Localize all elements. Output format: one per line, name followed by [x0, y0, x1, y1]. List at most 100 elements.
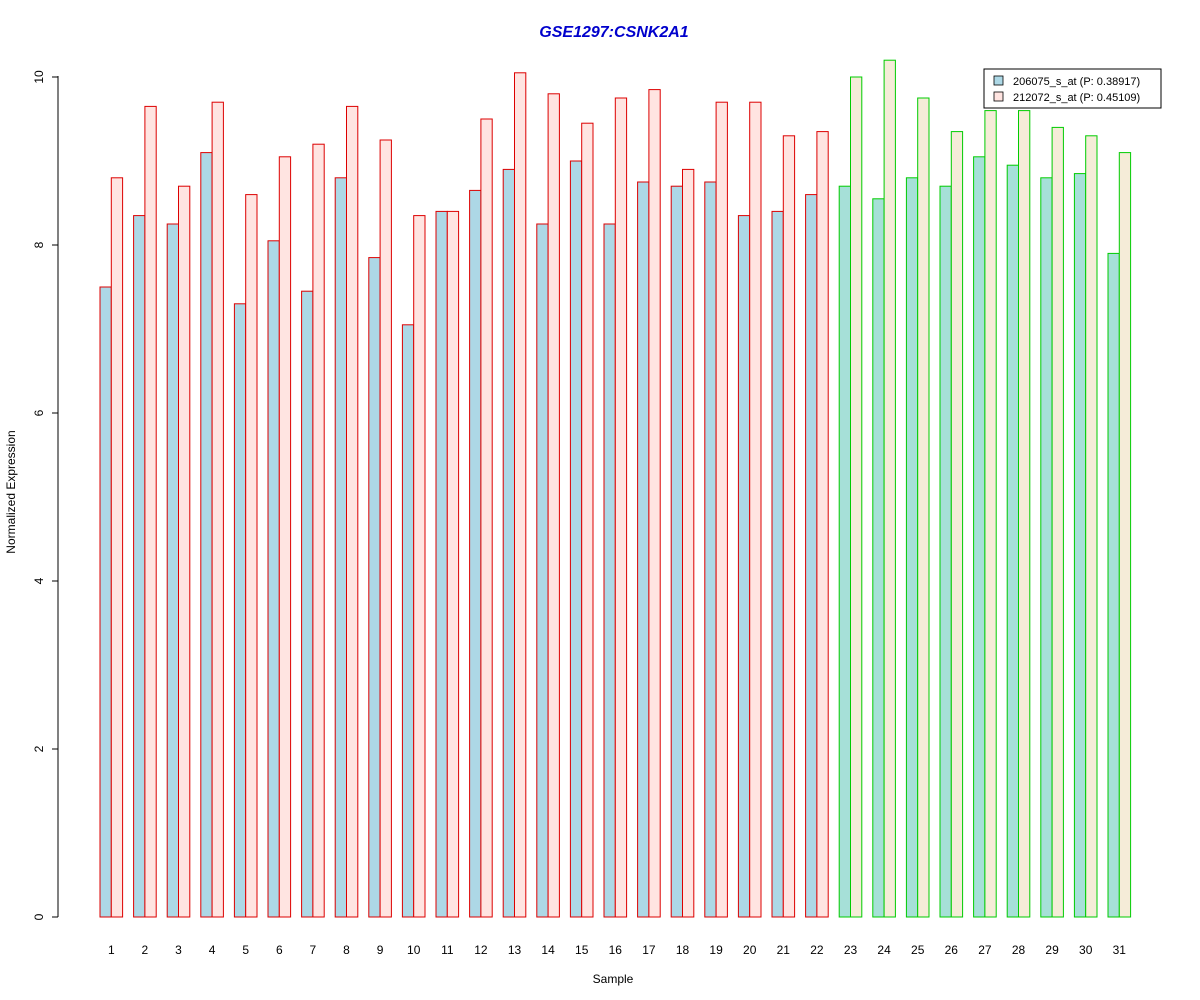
x-tick-label: 1: [108, 943, 115, 957]
x-tick-label: 28: [1012, 943, 1026, 957]
y-axis-label: Normalized Expression: [4, 430, 18, 553]
bar-series-2-sample-31: [1118, 152, 1132, 918]
x-tick-label: 30: [1079, 943, 1093, 957]
bar-series-2-sample-28: [1018, 110, 1031, 918]
x-tick-label: 9: [377, 943, 384, 957]
x-tick-label: 27: [978, 943, 992, 957]
bar-series-2-sample-8: [346, 105, 359, 918]
bar-series-1-sample-2: [133, 215, 146, 918]
bar-series-1-sample-16: [603, 223, 616, 918]
bar-series-2-sample-11: [446, 210, 460, 918]
bar-series-2-sample-7: [312, 143, 325, 918]
bar-series-1-sample-3: [166, 223, 179, 918]
x-tick-label: 2: [142, 943, 149, 957]
bar-series-1-sample-17: [637, 181, 650, 918]
x-tick-label: 18: [676, 943, 690, 957]
bar-series-2-sample-19: [715, 101, 728, 918]
bar-series-1-sample-28: [1006, 164, 1020, 918]
bar-series-2-sample-16: [614, 97, 628, 918]
x-tick-label: 31: [1113, 943, 1127, 957]
bar-series-1-sample-6: [267, 240, 280, 918]
bar-series-1-sample-23: [838, 185, 852, 918]
bar-series-2-sample-1: [110, 177, 124, 918]
x-tick-label: 23: [844, 943, 858, 957]
x-tick-label: 5: [242, 943, 249, 957]
y-tick-label: 8: [32, 241, 46, 248]
bar-series-1-sample-30: [1073, 173, 1087, 918]
bar-series-2-sample-22: [816, 131, 829, 918]
legend-label-series-1: 206075_s_at (P: 0.38917): [1013, 76, 1140, 88]
bar-series-1-sample-12: [469, 189, 482, 918]
bar-series-1-sample-27: [973, 156, 986, 918]
bar-series-2-sample-4: [211, 101, 224, 918]
bar-series-2-sample-18: [682, 168, 695, 918]
x-tick-label: 21: [777, 943, 791, 957]
x-tick-label: 29: [1045, 943, 1059, 957]
legend: 206075_s_at (P: 0.38917) 212072_s_at (P:…: [983, 68, 1162, 109]
x-tick-label: 26: [945, 943, 959, 957]
bar-series-2-sample-14: [547, 93, 560, 918]
legend-box: [983, 68, 1162, 109]
bar-series-1-sample-24: [872, 198, 885, 918]
y-tick-label: 4: [32, 577, 46, 584]
bar-series-2-sample-24: [883, 59, 896, 918]
x-tick-label: 7: [310, 943, 317, 957]
bar-series-2-sample-29: [1051, 126, 1064, 918]
bar-series-2-sample-27: [984, 110, 997, 918]
x-tick-label: 19: [709, 943, 723, 957]
legend-swatch-series-1: [993, 75, 1004, 86]
bar-series-2-sample-12: [480, 118, 493, 918]
bar-series-2-sample-23: [850, 76, 863, 918]
bar-series-2-sample-15: [581, 122, 594, 918]
x-tick-label: 6: [276, 943, 283, 957]
bar-series-2-sample-10: [413, 215, 426, 918]
bar-series-1-sample-14: [536, 223, 549, 918]
bar-series-1-sample-13: [502, 168, 516, 918]
x-tick-label: 8: [343, 943, 350, 957]
x-tick-label: 10: [407, 943, 421, 957]
bar-series-1-sample-26: [939, 185, 952, 918]
bar-series-1-sample-22: [805, 194, 818, 918]
x-tick-label: 4: [209, 943, 216, 957]
x-tick-label: 16: [609, 943, 623, 957]
bar-series-2-sample-17: [648, 89, 661, 918]
x-tick-label: 20: [743, 943, 757, 957]
bar-series-2-sample-5: [245, 194, 258, 918]
bar-series-2-sample-6: [278, 156, 292, 918]
bar-series-2-sample-30: [1085, 135, 1098, 918]
x-tick-label: 25: [911, 943, 925, 957]
bar-series-1-sample-5: [233, 303, 247, 918]
x-tick-label: 11: [441, 943, 454, 957]
bar-series-1-sample-21: [771, 210, 784, 918]
x-tick-label: 15: [575, 943, 589, 957]
y-tick-label: 6: [32, 409, 46, 416]
bar-series-2-sample-2: [144, 105, 157, 918]
x-tick-label: 3: [175, 943, 182, 957]
x-tick-label: 12: [474, 943, 488, 957]
bar-series-1-sample-1: [99, 286, 112, 918]
y-tick-label: 0: [32, 913, 46, 920]
bar-series-1-sample-29: [1040, 177, 1053, 918]
bar-series-1-sample-18: [670, 185, 684, 918]
bar-series-2-sample-20: [749, 101, 762, 918]
y-tick-label: 2: [32, 745, 46, 752]
chart-title: GSE1297:CSNK2A1: [539, 24, 689, 41]
bar-series-2-sample-13: [514, 72, 527, 918]
x-tick-label: 24: [877, 943, 891, 957]
x-tick-label: 17: [642, 943, 656, 957]
bar-series-2-sample-21: [782, 135, 796, 918]
x-axis-label: Sample: [593, 972, 634, 986]
x-tick-labels: 1 2 3 4 5 6 7 8 9 10 11 12 13 14 15 16 17 18 19 20 21 22 23 24 2…: [108, 943, 1126, 957]
bar-series-2-sample-25: [917, 97, 930, 918]
bar-series-1-sample-15: [569, 160, 583, 918]
bar-series-1-sample-19: [704, 181, 717, 918]
legend-swatch-series-2: [993, 91, 1004, 102]
legend-label-series-2: 212072_s_at (P: 0.45109): [1013, 92, 1140, 104]
x-tick-label: 22: [810, 943, 824, 957]
x-tick-label: 14: [541, 943, 555, 957]
bar-series-1-sample-7: [301, 290, 314, 918]
bar-series-1-sample-8: [334, 177, 348, 918]
bar-series-1-sample-31: [1107, 252, 1120, 918]
bar-series-1-sample-20: [737, 215, 751, 918]
